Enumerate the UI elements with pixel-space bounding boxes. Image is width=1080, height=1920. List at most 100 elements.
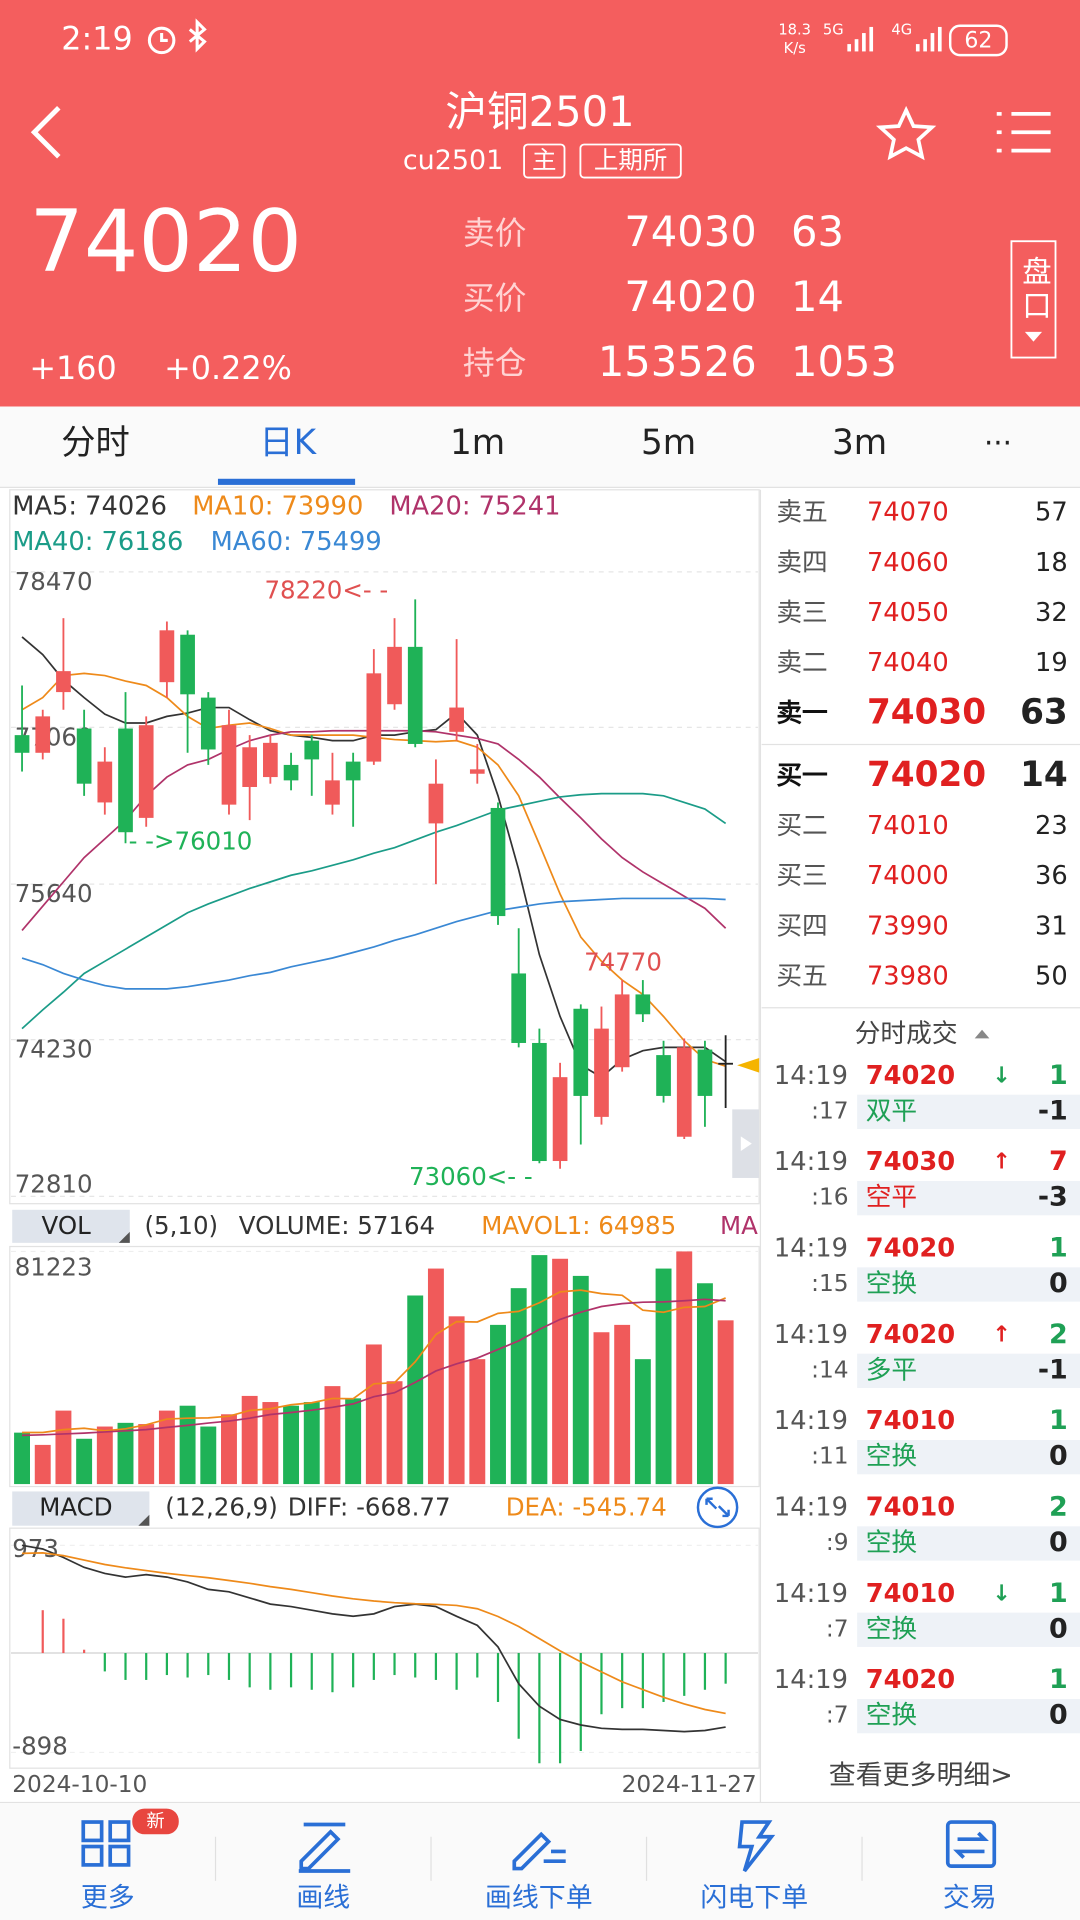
trade-second: :7 xyxy=(826,1702,849,1729)
volume-bar xyxy=(634,1359,651,1485)
book-label: 买三 xyxy=(776,861,827,891)
ma-legend: MA5: 74026 xyxy=(12,491,167,521)
macd-legend: DIFF: -668.77 xyxy=(288,1493,451,1522)
book-price: 74000 xyxy=(867,861,949,891)
candle-body xyxy=(221,725,237,805)
switch-indicator[interactable] xyxy=(696,1486,739,1529)
quote-price: 74020 xyxy=(624,272,756,321)
nav-label[interactable]: 更多 xyxy=(81,1883,135,1914)
menu-button[interactable] xyxy=(996,112,1051,153)
volume-bar xyxy=(676,1251,693,1485)
net-type-1: 5G xyxy=(823,22,844,39)
status-icons xyxy=(147,18,207,55)
panel-button[interactable] xyxy=(1010,240,1057,359)
book-price: 74050 xyxy=(867,598,949,628)
tag-exchange: 上期所 xyxy=(594,146,667,175)
trade-time: 14:19 xyxy=(774,1492,848,1522)
volume-bar xyxy=(138,1424,155,1485)
y-tick-label: 78470 xyxy=(15,567,93,596)
volume-bar xyxy=(365,1344,382,1485)
favorite-button[interactable] xyxy=(875,105,937,161)
trade-time: 14:19 xyxy=(774,1406,848,1436)
quote-price: 74030 xyxy=(624,207,756,256)
macd-frame xyxy=(9,1527,760,1769)
signal-bars xyxy=(847,26,942,52)
book-qty: 63 xyxy=(1020,692,1068,732)
trade-arrow: ↑ xyxy=(992,1322,1010,1347)
candle-body xyxy=(718,1062,733,1065)
candle-body xyxy=(76,728,92,784)
book-label: 卖三 xyxy=(776,598,827,628)
trade-row-bg xyxy=(857,1181,1080,1216)
book-price: 74040 xyxy=(867,648,949,678)
volume-bar xyxy=(96,1426,113,1485)
y-tick-label: 74230 xyxy=(15,1035,93,1064)
volume-params: (5,10) xyxy=(144,1211,218,1240)
nav-label[interactable]: 交易 xyxy=(943,1883,997,1914)
trade-time: 14:19 xyxy=(774,1665,848,1695)
trade-volume: 1 xyxy=(1049,1664,1068,1695)
trade-time: 14:19 xyxy=(774,1320,848,1350)
trade-change: 0 xyxy=(1049,1441,1068,1472)
volume-legend: MA xyxy=(720,1211,758,1240)
nav-label[interactable]: 闪电下单 xyxy=(700,1883,808,1914)
nav-label[interactable]: 画线 xyxy=(296,1883,350,1914)
switch-icon xyxy=(705,1497,730,1518)
indicator-tag-corner xyxy=(138,1514,150,1526)
trade-price: 74010 xyxy=(866,1579,955,1609)
book-label: 买一 xyxy=(776,761,828,791)
macd-line xyxy=(21,1544,726,1733)
quote-qty: 63 xyxy=(791,207,844,256)
trade-volume: 1 xyxy=(1049,1232,1068,1263)
book-price: 73990 xyxy=(867,911,949,941)
volume-chart: 81223 MAVOL1: 64985 MA xyxy=(11,1211,758,1485)
trade-kind: 空换 xyxy=(866,1269,917,1299)
tab[interactable]: ··· xyxy=(984,426,1012,460)
trade-kind: 多平 xyxy=(866,1355,917,1385)
tab[interactable]: 分时 xyxy=(61,423,130,463)
trade-kind: 双平 xyxy=(866,1096,917,1126)
tag-box xyxy=(523,143,566,179)
trade-price: 74020 xyxy=(866,1233,955,1263)
indicator-tag[interactable] xyxy=(12,1209,130,1243)
volume-bar xyxy=(14,1432,30,1485)
trade-volume: 1 xyxy=(1049,1578,1068,1609)
y-tick-label: 973 xyxy=(12,1534,59,1563)
tab-underline xyxy=(217,478,356,485)
book-qty: 36 xyxy=(1035,861,1068,891)
ma-legend: MA60: 75499 xyxy=(211,527,382,557)
tab[interactable]: 3m xyxy=(832,423,887,463)
trade-price: 74030 xyxy=(866,1147,955,1177)
annotation: 74770 xyxy=(584,948,662,977)
nav-label[interactable]: 画线下单 xyxy=(485,1883,593,1914)
candle-body xyxy=(656,1055,671,1096)
tab[interactable]: 日K xyxy=(259,423,317,463)
quotes: 卖价 74030 63 买价 74020 14 持仓 153526 1053 xyxy=(463,207,897,386)
book-qty: 57 xyxy=(1035,498,1068,528)
trade-second: :7 xyxy=(826,1615,849,1642)
net-speed: 18.3 xyxy=(778,22,811,39)
back-button[interactable] xyxy=(30,106,61,159)
candle-body xyxy=(242,747,258,787)
candle-body xyxy=(304,740,320,760)
code: cu2501 xyxy=(403,145,503,176)
trade-change: 0 xyxy=(1049,1613,1068,1644)
volume-bar xyxy=(490,1324,506,1485)
more-details[interactable]: 查看更多明细> xyxy=(829,1760,1013,1791)
trade-time: 14:19 xyxy=(774,1233,848,1263)
volume-bar xyxy=(572,1275,589,1485)
trade-change: -1 xyxy=(1038,1354,1068,1385)
volume-bar xyxy=(117,1422,134,1485)
indicator-tag[interactable] xyxy=(12,1491,150,1526)
trade-row-bg xyxy=(857,1440,1080,1475)
trade-kind: 空换 xyxy=(866,1614,917,1644)
trade-kind: 空换 xyxy=(866,1442,917,1472)
ma-legend: MA40: 76186 xyxy=(12,527,183,557)
candle-body xyxy=(676,1047,692,1137)
tab[interactable]: 1m xyxy=(450,423,505,463)
tab[interactable]: 5m xyxy=(641,423,696,463)
trade-second: :11 xyxy=(811,1443,848,1470)
trade-volume: 1 xyxy=(1049,1405,1068,1436)
book-price: 73980 xyxy=(867,962,949,992)
